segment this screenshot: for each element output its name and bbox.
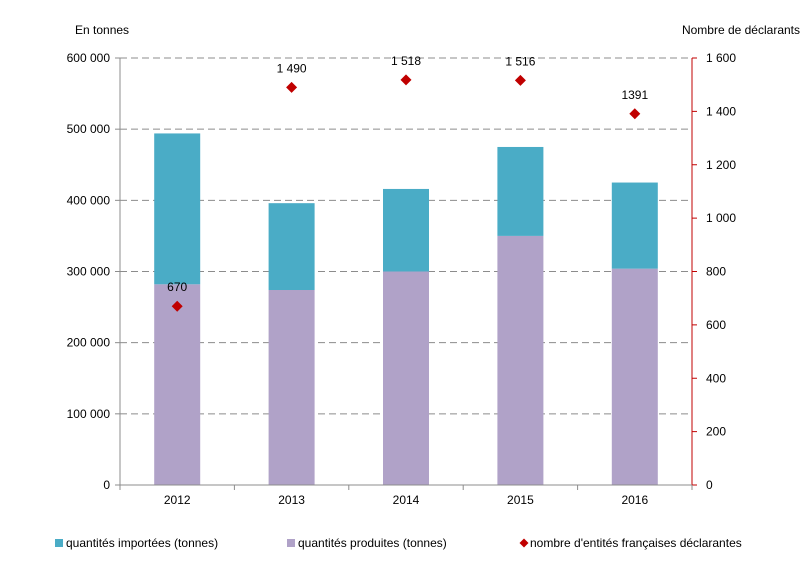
x-tick-label-2012: 2012 bbox=[164, 493, 191, 507]
y-tick-label-left: 500 000 bbox=[67, 122, 111, 136]
y-tick-label-left: 300 000 bbox=[67, 265, 111, 279]
legend-label-1: quantités produites (tonnes) bbox=[298, 536, 447, 550]
x-tick-label-2015: 2015 bbox=[507, 493, 534, 507]
point-label-2012: 670 bbox=[167, 280, 187, 294]
bar-2014-series-0 bbox=[383, 271, 429, 485]
legend-marker-1 bbox=[287, 539, 295, 547]
y-tick-label-right: 400 bbox=[706, 371, 726, 385]
legend-label-2: nombre d'entités françaises déclarantes bbox=[530, 536, 742, 550]
point-label-2015: 1 516 bbox=[505, 54, 535, 68]
x-tick-label-2013: 2013 bbox=[278, 493, 305, 507]
y-tick-label-right: 800 bbox=[706, 265, 726, 279]
y-axis-title-right: Nombre de déclarants bbox=[682, 23, 800, 37]
bar-2015-series-0 bbox=[497, 235, 544, 485]
y-tick-label-left: 200 000 bbox=[67, 336, 111, 350]
bar-2015-series-1 bbox=[497, 146, 544, 236]
bar-2016-series-0 bbox=[611, 268, 658, 485]
legend-marker-2 bbox=[519, 538, 529, 548]
bar-2013-series-1 bbox=[268, 203, 315, 291]
point-label-2013: 1 490 bbox=[277, 61, 307, 75]
point-2012 bbox=[171, 300, 183, 312]
bars bbox=[154, 133, 658, 485]
x-tick-label-2014: 2014 bbox=[393, 493, 420, 507]
scatter-points: 670 1 490 1 518 1 516 1391 bbox=[167, 54, 648, 312]
y-tick-label-right: 1 600 bbox=[706, 51, 736, 65]
point-2013 bbox=[286, 81, 298, 93]
y-tick-label-left: 400 000 bbox=[67, 193, 111, 207]
point-label-2014: 1 518 bbox=[391, 54, 421, 68]
y-tick-label-right: 200 bbox=[706, 425, 726, 439]
y-tick-label-right: 1 200 bbox=[706, 158, 736, 172]
point-2016 bbox=[629, 108, 641, 120]
point-label-2016: 1391 bbox=[621, 88, 648, 102]
point-2015 bbox=[514, 74, 526, 86]
y-tick-label-right: 0 bbox=[706, 478, 713, 492]
legend-marker-0 bbox=[55, 539, 63, 547]
y-tick-label-left: 100 000 bbox=[67, 407, 111, 421]
x-tick-label-2016: 2016 bbox=[621, 493, 648, 507]
bar-2013-series-0 bbox=[268, 290, 315, 485]
y-tick-label-left: 600 000 bbox=[67, 51, 111, 65]
bar-2014-series-1 bbox=[383, 188, 429, 272]
legend-label-0: quantités importées (tonnes) bbox=[66, 536, 218, 550]
legend: quantités importées (tonnes) quantités pr… bbox=[55, 536, 742, 550]
y-tick-label-right: 1 000 bbox=[706, 211, 736, 225]
y-tick-label-left: 0 bbox=[103, 478, 110, 492]
point-2014 bbox=[400, 74, 412, 86]
y-axis-title-left: En tonnes bbox=[75, 23, 129, 37]
bar-2012-series-0 bbox=[154, 284, 201, 485]
y-tick-label-right: 1 400 bbox=[706, 104, 736, 118]
bar-2016-series-1 bbox=[611, 182, 658, 269]
axes: 0 100 000 200 000 300 000 400 000 500 000 600 … bbox=[67, 23, 800, 507]
bar-2012-series-1 bbox=[154, 133, 201, 285]
y-tick-label-right: 600 bbox=[706, 318, 726, 332]
